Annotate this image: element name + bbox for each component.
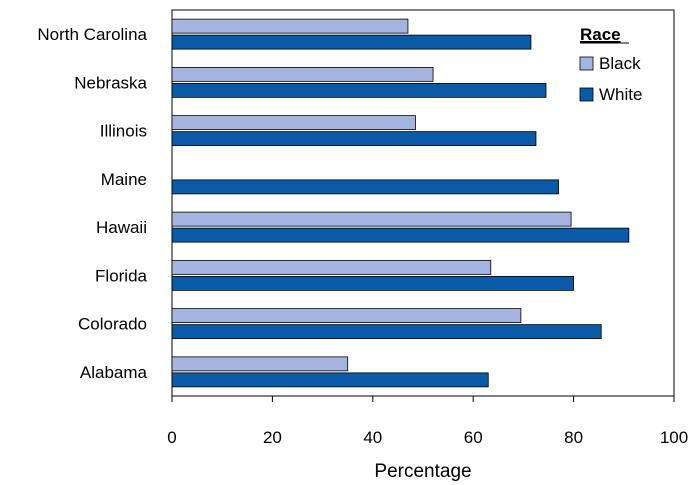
- legend-label-black: Black: [599, 54, 641, 73]
- x-tick-label-40: 40: [363, 428, 382, 447]
- category-label-colorado: Colorado: [78, 315, 147, 334]
- legend-swatch-white: [579, 87, 594, 102]
- category-label-illinois: Illinois: [100, 122, 147, 141]
- category-label-nebraska: Nebraska: [74, 73, 147, 92]
- legend-swatch-black: [579, 56, 594, 71]
- category-label-florida: Florida: [95, 266, 148, 285]
- category-label-maine: Maine: [101, 170, 147, 189]
- x-axis-title: Percentage: [374, 461, 471, 482]
- category-label-alabama: Alabama: [80, 363, 148, 382]
- category-label-north-carolina: North Carolina: [37, 25, 147, 44]
- bar-black-nebraska: [171, 66, 434, 82]
- bar-white-maine: [171, 179, 559, 195]
- x-tick-label-0: 0: [167, 428, 176, 447]
- legend-label-white: White: [599, 85, 642, 104]
- bar-white-nebraska: [171, 82, 547, 98]
- bar-white-colorado: [171, 324, 602, 340]
- bar-black-florida: [171, 259, 492, 275]
- x-tick-label-80: 80: [564, 428, 583, 447]
- bar-black-colorado: [171, 308, 522, 324]
- x-tick-label-100: 100: [660, 428, 688, 447]
- bar-black-north-carolina: [171, 18, 409, 34]
- bar-white-hawaii: [171, 227, 630, 243]
- x-tick-label-60: 60: [464, 428, 483, 447]
- bar-white-illinois: [171, 131, 537, 147]
- bar-white-north-carolina: [171, 34, 532, 50]
- legend-title: Race: [580, 25, 621, 44]
- bar-white-florida: [171, 275, 575, 291]
- category-label-hawaii: Hawaii: [96, 218, 147, 237]
- bar-white-alabama: [171, 372, 489, 388]
- bar-black-alabama: [171, 356, 349, 372]
- bar-black-hawaii: [171, 211, 572, 227]
- x-tick-label-20: 20: [263, 428, 282, 447]
- bar-black-illinois: [171, 115, 416, 131]
- legend: Race Black White: [579, 25, 642, 104]
